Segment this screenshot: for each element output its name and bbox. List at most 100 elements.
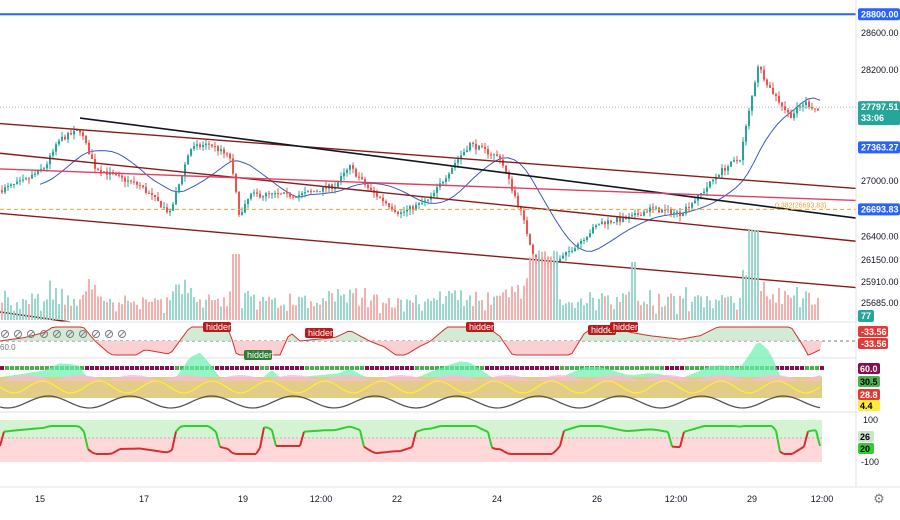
candle-body [307,191,309,192]
volume-bar [376,294,378,320]
candle-body [775,94,777,96]
price-axis[interactable]: 28600.0028200.0027000.0026400.0026150.00… [856,0,900,515]
volume-bar [631,262,633,320]
volume-bar [157,300,159,320]
volume-bar [121,304,123,320]
osc2-marker [15,366,19,370]
candle-body [802,105,804,106]
osc3-line-seg [612,428,616,429]
volume-bar [13,311,15,320]
volume-bar [694,297,696,320]
volume-bar [88,279,90,320]
candle-body [250,194,252,199]
volume-bar [772,294,774,320]
volume-bar [601,293,603,320]
volume-bar [457,300,459,320]
candle-body [166,207,168,212]
candle-body [346,170,348,173]
candle-body [649,207,651,212]
volume-bar [706,296,708,320]
volume-bar [289,294,291,320]
volume-bar [754,230,756,320]
candle-body [634,213,636,215]
osc2-marker [345,366,349,370]
candle-body [226,153,228,154]
candle-body [817,109,819,111]
candle-body [487,149,489,154]
volume-bar [151,302,153,320]
osc2-marker [420,366,424,370]
osc2-marker [795,366,799,370]
candle-body [115,174,117,175]
osc2-marker [620,366,624,370]
price-tag-countdown: 33:06 [861,113,884,123]
candle-body [445,178,447,182]
osc2-marker [90,366,94,370]
candle-body [214,146,216,147]
osc2-marker [365,366,369,370]
osc2-marker [390,366,394,370]
volume-bar [541,252,543,320]
volume-bar [196,302,198,320]
gear-icon[interactable]: ⚙ [871,491,887,507]
osc2-marker [570,366,574,370]
osc3-line-seg [48,426,52,427]
osc2-marker [335,366,339,370]
candle-body [70,133,72,135]
osc3-line-seg [336,429,340,430]
candle-body [208,144,210,145]
osc2-marker [675,366,679,370]
osc3-line-seg [616,429,620,430]
volume-bar [298,297,300,320]
osc2-marker [485,366,489,370]
osc3-line-seg [664,431,668,432]
candle-body [247,199,249,204]
osc2-marker [805,366,809,370]
candle-body [289,192,291,196]
candle-body [610,220,612,222]
volume-bar [586,303,588,320]
osc2-marker [100,366,104,370]
volume-bar [79,299,81,320]
candle-body [301,193,303,195]
volume-bar [52,300,54,320]
osc2-marker [610,366,614,370]
candle-body [694,201,696,204]
volume-bar [229,292,231,320]
volume-bar [115,311,117,320]
osc2-marker [0,366,4,370]
volume-bar [313,306,315,320]
candle-body [736,160,738,161]
volume-bar [613,309,615,320]
candle-body [277,193,279,194]
osc3-line-seg [604,427,608,428]
osc2-marker [175,366,179,370]
candle-body [682,213,684,216]
osc2-marker [615,366,619,370]
volume-bar [160,299,162,320]
osc2-marker [525,366,529,370]
volume-bar [715,299,717,320]
volume-bar [790,298,792,320]
volume-bar [565,303,567,320]
candle-body [265,193,267,196]
oscillator-pane-3[interactable] [0,420,822,462]
volume-bar [490,305,492,320]
date-tick-label: 15 [35,494,45,504]
osc2-marker [565,366,569,370]
volume-bar [292,305,294,320]
volume-bar [91,289,93,320]
date-tick-label: 17 [139,494,149,504]
volume-bar [469,295,471,320]
volume-bar [265,301,267,320]
candle-body [22,179,24,180]
osc2-marker [640,366,644,370]
volume-bar [274,298,276,320]
candle-body [574,248,576,251]
candle-body [91,154,93,159]
candle-body [484,147,486,149]
candle-body [616,217,618,222]
volume-bar [43,301,45,320]
